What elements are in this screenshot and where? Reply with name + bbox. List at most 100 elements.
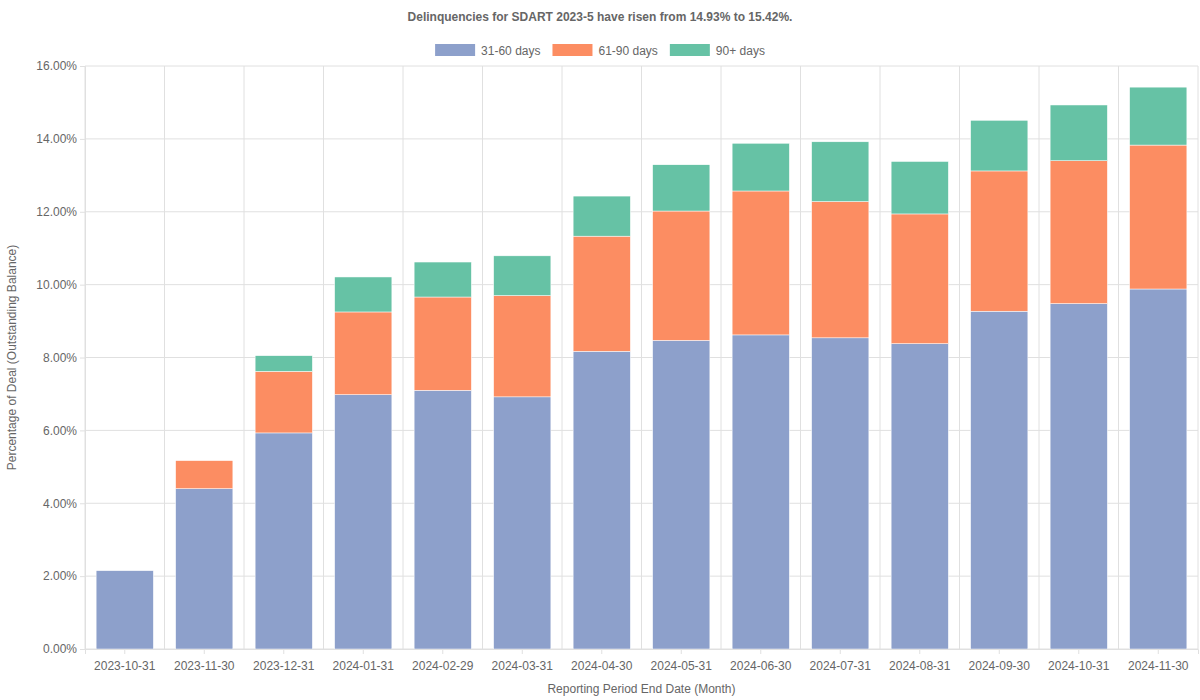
bar[interactable] xyxy=(1050,304,1107,649)
x-tick: 2023-11-30 xyxy=(174,649,235,673)
bar[interactable] xyxy=(335,395,392,649)
series-bars xyxy=(96,289,1187,649)
y-tick-label: 6.00% xyxy=(43,424,77,438)
bar[interactable] xyxy=(971,171,1028,311)
x-tick: 2024-04-30 xyxy=(571,649,633,673)
y-tick-mark xyxy=(80,285,85,286)
bar[interactable] xyxy=(971,120,1028,171)
bar[interactable] xyxy=(732,335,789,649)
bar[interactable] xyxy=(96,571,153,649)
bar[interactable] xyxy=(573,351,630,649)
x-tick: 2024-10-31 xyxy=(1048,649,1110,673)
legend-item[interactable]: 90+ days xyxy=(670,44,765,58)
bar[interactable] xyxy=(255,371,312,433)
bar[interactable] xyxy=(1050,161,1107,304)
y-tick: 8.00% xyxy=(43,351,85,365)
y-tick: 14.00% xyxy=(36,132,85,146)
y-tick-mark xyxy=(80,66,85,67)
x-grid-line xyxy=(482,66,483,649)
x-tick-label: 2024-11-30 xyxy=(1128,659,1189,673)
legend-label: 31-60 days xyxy=(481,44,540,58)
bar[interactable] xyxy=(1130,145,1187,289)
x-axis-title: Reporting Period End Date (Month) xyxy=(547,682,735,696)
bar[interactable] xyxy=(96,570,153,571)
x-tick-mark xyxy=(681,649,682,654)
x-grid-line xyxy=(641,66,642,649)
x-tick-label: 2024-01-31 xyxy=(333,659,395,673)
x-grid-line xyxy=(1118,66,1119,649)
bar[interactable] xyxy=(255,433,312,649)
bar[interactable] xyxy=(573,196,630,236)
bar[interactable] xyxy=(812,202,869,338)
y-tick-label: 10.00% xyxy=(36,278,77,292)
chart: 0.00%2.00%4.00%6.00%8.00%10.00%12.00%14.… xyxy=(0,0,1200,700)
bar[interactable] xyxy=(653,165,710,211)
y-tick: 12.00% xyxy=(36,205,85,219)
bar[interactable] xyxy=(414,262,471,297)
bar[interactable] xyxy=(653,340,710,649)
y-tick-label: 12.00% xyxy=(36,205,77,219)
bar[interactable] xyxy=(494,397,551,649)
series-bars xyxy=(255,87,1187,371)
legend-label: 61-90 days xyxy=(598,44,657,58)
bar[interactable] xyxy=(335,277,392,312)
x-grid-line xyxy=(800,66,801,649)
y-tick-mark xyxy=(80,139,85,140)
title: Delinquencies for SDART 2023-5 have rise… xyxy=(408,10,793,24)
bar[interactable] xyxy=(494,296,551,397)
plot: 0.00%2.00%4.00%6.00%8.00%10.00%12.00%14.… xyxy=(36,59,1198,673)
x-axis-line xyxy=(86,650,1199,655)
x-tick-label: 2024-08-31 xyxy=(889,659,951,673)
x-tick: 2024-11-30 xyxy=(1128,649,1189,673)
x-tick-label: 2023-11-30 xyxy=(174,659,235,673)
x-tick-mark xyxy=(840,649,841,654)
y-tick-label: 2.00% xyxy=(43,569,77,583)
bar[interactable] xyxy=(812,142,869,202)
legend-item[interactable]: 31-60 days xyxy=(435,44,540,58)
x-tick-mark xyxy=(442,649,443,654)
bar[interactable] xyxy=(335,312,392,395)
bar[interactable] xyxy=(971,311,1028,649)
y-axis-title: Percentage of Deal (Outstanding Balance) xyxy=(5,245,19,470)
x-tick: 2024-07-31 xyxy=(810,649,872,673)
bar[interactable] xyxy=(573,236,630,351)
x-tick-mark xyxy=(1158,649,1159,654)
bar[interactable] xyxy=(176,489,233,649)
bar[interactable] xyxy=(1050,105,1107,161)
x-grid-line xyxy=(323,66,324,649)
bar[interactable] xyxy=(891,161,948,213)
y-tick-mark xyxy=(80,576,85,577)
y-tick: 0.00% xyxy=(43,642,85,656)
legend-swatch xyxy=(435,44,475,56)
bar[interactable] xyxy=(414,297,471,390)
x-tick-mark xyxy=(760,649,761,654)
bar[interactable] xyxy=(653,211,710,340)
x-tick-mark xyxy=(283,649,284,654)
y-tick-mark xyxy=(80,358,85,359)
bar[interactable] xyxy=(891,344,948,649)
x-tick-mark xyxy=(522,649,523,654)
bar[interactable] xyxy=(732,191,789,335)
bar[interactable] xyxy=(414,390,471,649)
bar[interactable] xyxy=(812,338,869,649)
x-grid-line xyxy=(164,66,165,649)
x-tick-mark xyxy=(919,649,920,654)
x-tick-label: 2024-10-31 xyxy=(1048,659,1110,673)
bar[interactable] xyxy=(494,256,551,296)
bar[interactable] xyxy=(255,356,312,372)
bar[interactable] xyxy=(176,461,233,489)
x-tick-mark xyxy=(1078,649,1079,654)
bar[interactable] xyxy=(1130,87,1187,145)
x-tick: 2024-09-30 xyxy=(969,649,1031,673)
x-tick: 2024-06-30 xyxy=(730,649,792,673)
x-grid-line xyxy=(244,66,245,649)
bar[interactable] xyxy=(732,143,789,191)
legend-swatch xyxy=(670,44,710,56)
legend-item[interactable]: 61-90 days xyxy=(552,44,657,58)
x-tick-label: 2024-04-30 xyxy=(571,659,633,673)
bar[interactable] xyxy=(96,570,153,571)
bar[interactable] xyxy=(176,460,233,461)
bar[interactable] xyxy=(891,214,948,344)
bars xyxy=(96,87,1187,649)
bar[interactable] xyxy=(1130,289,1187,649)
